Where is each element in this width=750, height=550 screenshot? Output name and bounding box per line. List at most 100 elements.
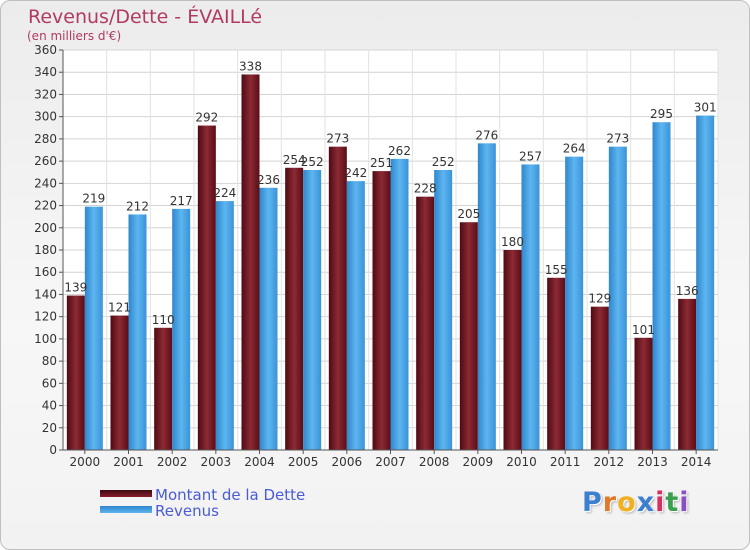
y-tick-label: 320 — [34, 87, 57, 101]
data-label: 276 — [475, 128, 498, 142]
data-labels: 1392191212121102172922243382362542522732… — [64, 59, 716, 336]
bar-revenue — [434, 170, 453, 450]
bar-debt — [678, 298, 697, 450]
bar-revenue — [521, 164, 540, 450]
y-tick-label: 280 — [34, 132, 57, 146]
proxiti-logo: Proxiti — [582, 487, 690, 518]
bar-revenue — [390, 158, 409, 450]
y-tick-label: 160 — [34, 265, 57, 279]
data-label: 273 — [606, 132, 629, 146]
y-tick-label: 120 — [34, 310, 57, 324]
bar-debt — [590, 306, 609, 450]
y-tick-label: 340 — [34, 65, 57, 79]
y-tick-label: 300 — [34, 110, 57, 124]
y-tick-label: 180 — [34, 243, 57, 257]
data-label: 136 — [676, 284, 699, 298]
y-tick-label: 260 — [34, 154, 57, 168]
data-label: 251 — [370, 156, 393, 170]
y-tick-label: 140 — [34, 287, 57, 301]
data-label: 139 — [64, 281, 87, 295]
bar-revenue — [565, 156, 584, 450]
x-tick-label: 2010 — [506, 455, 537, 469]
data-label: 236 — [257, 173, 280, 187]
bar-debt — [547, 277, 566, 450]
data-label: 101 — [632, 323, 655, 337]
data-label: 295 — [650, 107, 673, 121]
data-label: 264 — [563, 142, 586, 156]
y-tick-label: 200 — [34, 221, 57, 235]
data-label: 292 — [195, 111, 218, 125]
y-tick-label: 360 — [34, 43, 57, 57]
bar-revenue — [346, 181, 365, 450]
chart-subtitle: (en milliers d'€) — [27, 29, 122, 43]
y-tick-label: 60 — [42, 376, 57, 390]
bar-debt — [634, 337, 653, 450]
x-tick-label: 2004 — [244, 455, 275, 469]
bar-debt — [459, 222, 478, 450]
x-tick-label: 2011 — [550, 455, 581, 469]
bar-revenue — [608, 146, 627, 450]
data-label: 301 — [694, 101, 717, 115]
data-label: 155 — [545, 263, 568, 277]
x-tick-label: 2003 — [201, 455, 232, 469]
data-label: 338 — [239, 59, 262, 73]
x-tick-label: 2013 — [637, 455, 668, 469]
bar-revenue — [696, 115, 715, 451]
data-label: 121 — [108, 301, 131, 315]
legend-label-revenue: Revenus — [155, 502, 219, 520]
bar-debt — [372, 171, 391, 450]
bar-debt — [66, 295, 85, 450]
data-label: 254 — [283, 153, 306, 167]
data-label: 205 — [457, 207, 480, 221]
x-tick-label: 2000 — [70, 455, 101, 469]
data-label: 273 — [326, 132, 349, 146]
x-tick-label: 2005 — [288, 455, 319, 469]
y-tick-label: 40 — [42, 399, 57, 413]
x-tick-label: 2001 — [113, 455, 144, 469]
y-tick-label: 240 — [34, 176, 57, 190]
legend-swatch-debt — [100, 490, 152, 497]
data-label: 180 — [501, 235, 524, 249]
data-label: 110 — [152, 313, 175, 327]
bar-revenue — [652, 122, 671, 450]
x-tick-label: 2006 — [332, 455, 363, 469]
bar-revenue — [215, 201, 234, 450]
data-label: 219 — [82, 192, 105, 206]
bars — [66, 74, 715, 451]
bar-revenue — [259, 187, 278, 450]
data-label: 262 — [388, 144, 411, 158]
bar-debt — [503, 250, 522, 450]
bar-revenue — [172, 208, 191, 450]
data-label: 224 — [213, 186, 236, 200]
x-tick-label: 2012 — [594, 455, 625, 469]
x-tick-label: 2002 — [157, 455, 188, 469]
bar-debt — [241, 74, 260, 450]
bar-debt — [110, 315, 129, 450]
data-label: 212 — [126, 199, 149, 213]
data-label: 129 — [588, 292, 611, 306]
data-label: 252 — [432, 155, 455, 169]
bar-debt — [285, 167, 304, 450]
y-tick-label: 0 — [49, 443, 57, 457]
data-label: 228 — [414, 182, 437, 196]
axes: 0 20 40 60 80 100 120 140 160 180 200 220 240 260 280 3… — [34, 43, 718, 469]
bar-revenue — [128, 214, 147, 450]
data-label: 242 — [344, 166, 367, 180]
x-tick-label: 2007 — [375, 455, 406, 469]
data-label: 257 — [519, 149, 542, 163]
chart-title: Revenus/Dette - ÉVAILLé — [28, 6, 263, 28]
y-tick-label: 80 — [42, 354, 57, 368]
bar-revenue — [84, 206, 103, 450]
bar-debt — [197, 125, 216, 451]
x-tick-label: 2008 — [419, 455, 450, 469]
legend-label-debt: Montant de la Dette — [155, 486, 306, 504]
x-tick-label: 2009 — [463, 455, 494, 469]
y-tick-label: 220 — [34, 199, 57, 213]
bar-debt — [154, 327, 173, 450]
y-tick-label: 20 — [42, 421, 57, 435]
data-label: 252 — [301, 155, 324, 169]
legend-swatch-revenue — [100, 506, 152, 513]
bar-revenue — [303, 170, 322, 450]
y-tick-label: 100 — [34, 332, 57, 346]
